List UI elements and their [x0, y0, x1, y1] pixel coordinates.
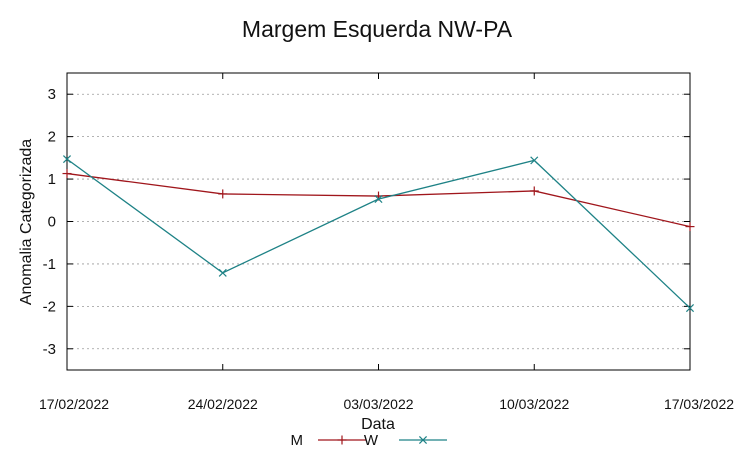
data-point-m	[529, 186, 539, 196]
x-axis: 17/02/2022 24/02/2022 03/03/2022 10/03/2022…	[39, 73, 734, 412]
x-tick-label: 17/02/2022	[39, 396, 109, 412]
y-tick-label: 2	[48, 129, 56, 146]
x-axis-label: Data	[361, 416, 395, 433]
data-point-m	[62, 169, 72, 179]
legend-label-w: W	[364, 432, 379, 449]
marker-stroke	[530, 156, 539, 165]
y-tick-label: 1	[48, 171, 56, 188]
data-point-w	[685, 304, 695, 313]
y-tick-label: -1	[43, 256, 56, 273]
data-point-w	[218, 268, 227, 277]
y-axis-label: Anomalia Categorizada	[18, 139, 35, 305]
data-point-m	[218, 189, 228, 199]
data-point-w	[374, 194, 383, 204]
y-axis: 3 2 1 0 -1 -2 -3	[43, 86, 690, 358]
y-tick-label: 3	[48, 86, 56, 103]
x-tick-label: 24/02/2022	[188, 396, 258, 412]
data-point-w	[62, 155, 72, 164]
series-line-w	[66, 158, 691, 309]
marker-stroke	[374, 194, 383, 204]
legend-marker-m	[337, 435, 347, 445]
legend-label-m: M	[291, 432, 304, 449]
marker-stroke	[418, 435, 428, 445]
y-tick-label: -3	[43, 341, 56, 358]
y-tick-label: 0	[48, 214, 56, 231]
data-point-w	[530, 156, 539, 165]
marker-stroke	[685, 304, 695, 313]
series-group	[62, 155, 695, 313]
chart-title: Margem Esquerda NW-PA	[242, 16, 513, 42]
data-point-m	[685, 222, 695, 232]
y-tick-label: -2	[43, 298, 56, 315]
gridlines	[67, 93, 690, 350]
x-tick-label: 03/03/2022	[343, 396, 413, 412]
legend-marker-w	[418, 435, 428, 445]
x-tick-label: 17/03/2022	[664, 396, 734, 412]
marker-stroke	[218, 268, 227, 277]
marker-stroke	[62, 155, 72, 164]
x-tick-label: 10/03/2022	[499, 396, 569, 412]
